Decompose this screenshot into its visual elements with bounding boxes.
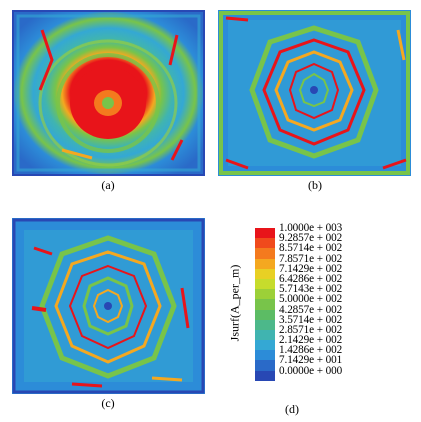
legend-swatch <box>255 228 275 239</box>
legend-swatch <box>255 299 275 310</box>
panel-d-caption: (d) <box>285 402 299 416</box>
legend-swatch <box>255 309 275 320</box>
legend-label: 6.4286e + 002 <box>279 272 343 285</box>
legend-label: 2.1429e + 002 <box>279 334 343 347</box>
legend-label: 3.5714e + 002 <box>279 313 343 326</box>
legend-swatch <box>255 340 275 351</box>
legend-label: 7.1429e + 001 <box>279 354 343 367</box>
legend-label: 1.0000e + 003 <box>279 222 343 234</box>
legend-label: 7.8571e + 002 <box>279 252 343 265</box>
legend-label: 8.5714e + 002 <box>279 242 343 255</box>
legend-label: 7.1429e + 002 <box>279 262 343 275</box>
legend-swatch <box>255 248 275 259</box>
legend-label: 4.2857e + 002 <box>279 303 343 316</box>
panel-a-caption: (a) <box>101 178 115 192</box>
panel-b-caption: (b) <box>308 178 322 192</box>
legend-label: 2.8571e + 002 <box>279 323 343 336</box>
field-plot-a <box>12 10 205 176</box>
legend-labels: 1.0000e + 003 9.2857e + 002 8.5714e + 002 7… <box>279 222 343 377</box>
legend-swatch <box>255 360 275 371</box>
legend-swatch <box>255 238 275 249</box>
legend-swatch <box>255 268 275 279</box>
field-plot-c <box>12 218 205 394</box>
legend-title-text: Jsurf(A_per_m) <box>227 264 242 342</box>
legend-swatch <box>255 329 275 341</box>
legend-label: 5.0000e + 002 <box>279 293 343 306</box>
legend-swatch <box>255 258 275 269</box>
legend-swatch <box>255 289 275 300</box>
field-plot-b <box>218 10 411 176</box>
legend-title: Jsurf(A_per_m) <box>226 228 244 378</box>
legend-swatch <box>255 350 275 361</box>
legend-swatch <box>255 370 275 381</box>
legend-label: 5.7143e + 002 <box>279 283 343 296</box>
legend-label: 0.0000e + 000 <box>279 364 343 377</box>
legend-swatch <box>255 319 275 330</box>
legend-swatch <box>255 278 275 290</box>
legend-label: 9.2857e + 002 <box>279 232 343 245</box>
panel-c-caption: (c) <box>101 396 115 410</box>
legend-label: 1.4286e + 002 <box>279 344 343 357</box>
legend-color-bar <box>255 228 275 381</box>
